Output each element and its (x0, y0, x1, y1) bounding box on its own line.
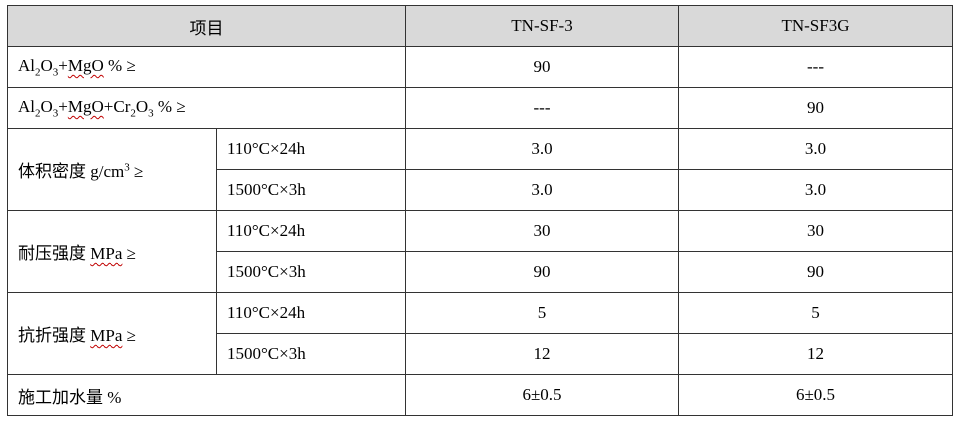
label-text: 体积密度 g/cm (18, 162, 125, 181)
spec-table: 项目 TN-SF-3 TN-SF3G Al2O3+MgO % ≥ 90 --- … (7, 5, 953, 416)
cell-condition: 110°C×24h (216, 292, 406, 334)
label-text: +Cr (103, 96, 131, 116)
label-superscript: 3 (124, 161, 130, 174)
cell-value: --- (405, 87, 679, 129)
row-label-compressive-strength: 耐压强度 MPa ≥ (7, 210, 217, 293)
label-text: MgO (67, 96, 104, 116)
cell-condition: 110°C×24h (216, 210, 406, 252)
cell-value: 3.0 (678, 169, 953, 211)
cell-value: 30 (678, 210, 953, 252)
cell-value: 90 (405, 46, 679, 88)
label-subscript: 2 (35, 107, 41, 120)
table-row: 1500°C×3h 12 12 (8, 333, 953, 375)
cell-value: --- (678, 46, 953, 88)
cell-value: 6±0.5 (405, 374, 679, 416)
label-subscript: 3 (52, 66, 59, 79)
cell-value: 12 (405, 333, 679, 375)
table-row: Al2O3+MgO % ≥ 90 --- (7, 46, 953, 88)
label-subscript: 3 (148, 107, 154, 120)
label-subscript: 2 (130, 107, 136, 120)
label-text: 耐压强度 (18, 244, 91, 263)
label-text: + (58, 55, 68, 75)
label-text: ≥ (122, 326, 136, 345)
cell-value: 90 (405, 251, 679, 293)
table-row: 抗折强度 MPa ≥ 110°C×24h 5 5 (7, 292, 953, 375)
cell-value: 90 (678, 251, 953, 293)
cell-value: 6±0.5 (678, 374, 953, 416)
label-text: O (40, 55, 53, 75)
header-tn-sf-3: TN-SF-3 (405, 5, 679, 47)
row-label-water-addition: 施工加水量 % (7, 374, 406, 416)
cell-condition: 110°C×24h (216, 128, 406, 170)
label-text: + (58, 96, 68, 116)
cell-value: 3.0 (405, 169, 679, 211)
table-row: 1500°C×3h 90 90 (8, 251, 953, 293)
cell-value: 5 (405, 292, 679, 334)
label-text: O (40, 96, 53, 116)
label-unit: MPa (90, 326, 123, 345)
header-row: 项目 TN-SF-3 TN-SF3G (7, 5, 953, 47)
table-row: 耐压强度 MPa ≥ 110°C×24h 30 30 (7, 210, 953, 293)
label-text: Al (18, 55, 35, 75)
cell-condition: 1500°C×3h (216, 251, 406, 293)
header-tn-sf3g: TN-SF3G (678, 5, 953, 47)
label-subscript: 2 (35, 66, 41, 79)
label-text: O (135, 96, 149, 116)
cell-value: 3.0 (678, 128, 953, 170)
label-text: ≥ (122, 244, 136, 263)
cell-value: 12 (678, 333, 953, 375)
cell-condition: 1500°C×3h (216, 333, 406, 375)
label-subscript: 3 (52, 107, 59, 120)
row-label-al2o3-mgo-cr2o3: Al2O3+MgO+Cr2O3 % ≥ (7, 87, 406, 129)
cell-value: 30 (405, 210, 679, 252)
label-text: % ≥ (103, 55, 136, 75)
cell-value: 5 (678, 292, 953, 334)
label-text: ≥ (129, 162, 144, 181)
table-row: 施工加水量 % 6±0.5 6±0.5 (7, 374, 953, 416)
cell-value: 90 (678, 87, 953, 129)
cell-value: 3.0 (405, 128, 679, 170)
table-row: 体积密度 g/cm3 ≥ 110°C×24h 3.0 3.0 (7, 128, 953, 211)
header-item: 项目 (7, 5, 406, 47)
row-label-bulk-density: 体积密度 g/cm3 ≥ (7, 128, 217, 211)
label-text: Al (18, 96, 35, 116)
table-row: Al2O3+MgO+Cr2O3 % ≥ --- 90 (7, 87, 953, 129)
label-unit: MPa (90, 244, 123, 263)
cell-condition: 1500°C×3h (216, 169, 406, 211)
row-label-flexural-strength: 抗折强度 MPa ≥ (7, 292, 217, 375)
table-row: 1500°C×3h 3.0 3.0 (8, 169, 953, 211)
label-text: MgO (67, 55, 104, 75)
label-text: 抗折强度 (18, 326, 91, 345)
label-text: % ≥ (153, 96, 186, 116)
row-label-al2o3-mgo: Al2O3+MgO % ≥ (7, 46, 406, 88)
